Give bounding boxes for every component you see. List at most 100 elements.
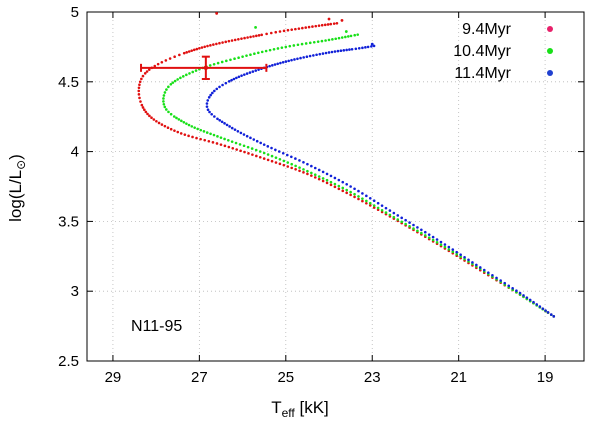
track-point [266,153,270,156]
track-point [288,44,292,48]
track-tail-point [370,42,374,46]
track-point [538,305,542,308]
series-11.4Myr [205,42,556,318]
track-point [372,44,376,48]
track-point [282,159,286,163]
track-point [215,87,219,91]
track-point [284,45,288,49]
track-point [320,39,324,43]
track-point [541,307,545,310]
track-point [268,48,272,52]
track-point [237,75,241,79]
track-point [223,144,227,148]
track-point [227,80,231,83]
track-point [290,155,293,159]
track-point [297,27,301,30]
track-point [507,284,511,288]
track-point [178,53,181,57]
track-point [293,58,296,61]
track-tail-point [344,30,348,33]
track-point [324,51,328,55]
track-point [233,57,236,61]
track-point [223,137,226,141]
track-point [353,192,356,196]
track-point [257,34,261,37]
track-point [239,131,243,135]
track-point [227,139,230,142]
track-point [152,118,156,121]
track-point [368,204,372,207]
track-point [282,29,286,33]
track-point [522,294,525,297]
track-point [412,227,415,230]
track-point [416,226,419,229]
track-point [372,206,376,209]
track-point [143,108,146,112]
track-point [206,44,209,48]
track-point [455,252,459,256]
track-point [194,69,198,72]
track-point [312,40,316,44]
track-point [215,142,219,145]
track-point [246,36,249,39]
track-point [310,171,313,175]
track-point [384,206,388,210]
track-point [179,76,182,80]
track-point [313,166,317,170]
track-point [246,145,250,149]
track-point [139,100,142,103]
track-point [296,43,300,47]
track-point [278,157,282,161]
track-point [427,236,431,239]
track-point [499,279,502,282]
observed-point [203,65,209,71]
track-point [304,42,308,45]
track-point [250,147,254,150]
track-point [366,45,370,49]
track-point [168,57,172,60]
track-point [298,169,301,173]
track-point [162,100,165,103]
track-point [137,89,141,93]
track-point [404,218,407,222]
track-point [262,151,266,155]
track-point [234,141,238,145]
track-point [331,38,334,41]
track-point [525,296,529,299]
track-point [357,46,361,50]
track-tail-point [254,25,257,29]
track-point [211,91,214,95]
track-point [515,289,518,293]
track-point [299,56,302,60]
track-point [285,153,289,157]
track-point [302,171,305,174]
track-point [286,28,290,32]
track-point [353,187,356,191]
track-point [162,94,166,97]
track-point [273,63,277,66]
track-point [160,60,164,64]
track-point [376,206,380,210]
track-point [308,54,312,58]
y-axis-label-main: log(L/L [6,170,25,222]
track-point [270,154,274,158]
track-point [286,161,290,164]
track-point [242,133,246,136]
track-point [252,35,255,38]
track-point [312,54,315,57]
track-point [290,162,293,166]
track-point [229,58,232,62]
track-point [232,77,236,81]
track-point [270,146,273,150]
track-point [196,127,199,131]
track-point [346,35,350,38]
track-point [314,24,318,28]
track-point [274,148,277,152]
track-point [218,85,221,89]
track-point [248,71,252,74]
x-tick-label: 29 [105,369,122,386]
track-point [215,42,218,46]
track-point [321,179,325,183]
track-point [208,110,211,114]
track-point [368,196,372,200]
